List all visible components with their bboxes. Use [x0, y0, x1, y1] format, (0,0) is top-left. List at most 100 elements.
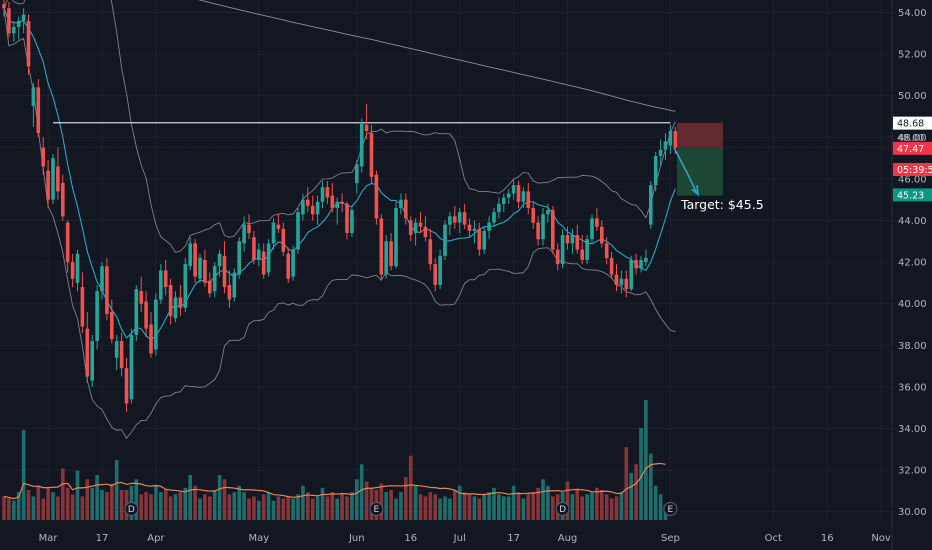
- volume-bar: [208, 496, 212, 520]
- candle-body: [418, 222, 423, 227]
- candle-body: [619, 278, 624, 285]
- candle-body: [315, 201, 320, 215]
- candle-body: [624, 278, 629, 290]
- candle-body: [90, 341, 94, 381]
- candle-body: [85, 328, 90, 377]
- candle-body: [51, 158, 55, 200]
- volume-bar: [526, 494, 531, 520]
- volume-bar: [389, 490, 393, 520]
- candle-body: [595, 218, 599, 227]
- x-tick-label: Jul: [453, 533, 466, 544]
- candle-body: [497, 203, 501, 213]
- volume-bar: [423, 496, 428, 520]
- candle-body: [560, 235, 565, 265]
- volume-bar: [394, 498, 398, 520]
- candle-body: [266, 243, 271, 273]
- x-tick-label: Sep: [661, 533, 680, 544]
- volume-bar: [467, 494, 472, 520]
- candle-body: [355, 164, 359, 184]
- price-tag-label: 48.00: [897, 133, 924, 144]
- volume-bar: [85, 479, 90, 520]
- y-tick-label: 50.00: [898, 91, 927, 102]
- candle-body: [433, 264, 437, 285]
- volume-bar: [232, 492, 237, 520]
- volume-bar: [570, 494, 575, 520]
- volume-bar: [609, 498, 614, 520]
- price-tag: [893, 188, 932, 202]
- projection-arrow-head: [691, 185, 700, 197]
- candle-body: [585, 239, 589, 260]
- volume-bar: [359, 464, 364, 520]
- candle-body: [21, 14, 26, 21]
- volume-bar: [565, 481, 570, 520]
- candle-body: [129, 334, 134, 400]
- candle-body: [609, 257, 614, 275]
- volume-bar: [56, 496, 60, 520]
- volume-bar: [173, 494, 178, 520]
- candle-body: [448, 216, 452, 225]
- volume-bar: [639, 427, 643, 520]
- volume-bar: [188, 475, 192, 520]
- candle-body: [555, 249, 560, 265]
- volume-bar: [291, 498, 295, 520]
- candle-body: [271, 222, 276, 244]
- volume-bar: [139, 494, 143, 520]
- volume-bar: [266, 492, 271, 520]
- candle-body: [541, 214, 545, 240]
- volume-bar: [492, 487, 496, 520]
- volume-bar: [428, 492, 433, 520]
- candle-body: [629, 260, 633, 290]
- candle-body: [149, 324, 153, 354]
- volume-bar: [521, 498, 526, 520]
- volume-bar: [105, 492, 109, 520]
- volume-bar: [242, 492, 246, 520]
- volume-bar: [541, 479, 545, 520]
- price-axis[interactable]: 54.00 52.00 50.00 48.00 46.00 44.00 42.00 40.00…: [891, 0, 932, 550]
- price-tag: [893, 116, 932, 130]
- y-tick-label: 52.00: [898, 50, 927, 61]
- volume-bar: [408, 455, 413, 520]
- volume-bar: [619, 492, 624, 520]
- time-axis[interactable]: Mar 17 Apr May Jun 16 Jul 17 Aug Sep Oct 16 Nov: [39, 533, 891, 544]
- x-tick-label: Apr: [147, 533, 165, 544]
- candle-body: [546, 210, 550, 215]
- price-tag: [893, 141, 932, 155]
- volume-bar: [31, 496, 36, 520]
- volume-bar: [551, 496, 555, 520]
- candle-body: [653, 156, 658, 186]
- candle-body: [217, 253, 222, 267]
- candle-body: [345, 203, 349, 233]
- volume-bar: [80, 496, 85, 520]
- candle-body: [296, 212, 300, 250]
- target-annotation[interactable]: Target: $45.5: [680, 197, 764, 212]
- candle-body: [183, 264, 188, 308]
- volume-bar: [237, 485, 241, 520]
- candle-body: [472, 228, 477, 231]
- y-tick-label: 34.00: [898, 424, 927, 435]
- candle-body: [580, 249, 584, 260]
- position-zones[interactable]: [673, 122, 723, 197]
- volume-bar: [482, 494, 486, 520]
- volume-bar: [624, 447, 629, 520]
- candle-body: [159, 270, 163, 300]
- event-marker-label: D: [128, 505, 135, 515]
- moving-average-slow: [197, 0, 676, 112]
- candle-body: [604, 243, 609, 258]
- candle-body: [310, 205, 315, 215]
- candle-body: [124, 368, 129, 404]
- projection-arrow: [673, 147, 698, 194]
- candle-body: [482, 230, 486, 250]
- volume-bar: [301, 485, 305, 520]
- volume-bar: [511, 485, 516, 520]
- volume-bar: [2, 496, 6, 520]
- volume-bar: [355, 479, 359, 520]
- candle-body: [61, 183, 65, 217]
- volume-bar: [21, 430, 26, 520]
- candle-body: [286, 253, 290, 279]
- x-tick-label: Nov: [871, 533, 891, 544]
- price-tag: [893, 163, 932, 177]
- volume-bar: [247, 498, 251, 520]
- volume-bar: [310, 498, 315, 520]
